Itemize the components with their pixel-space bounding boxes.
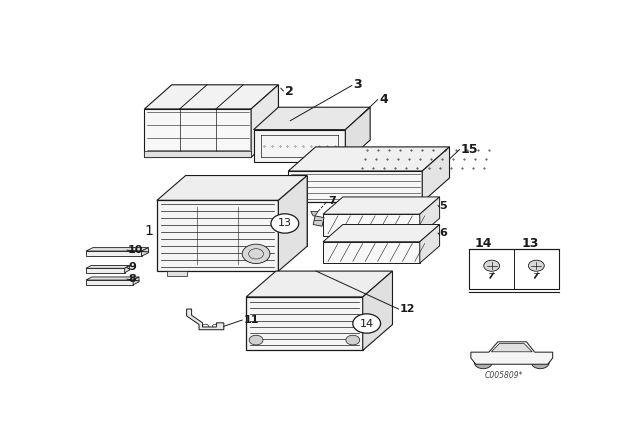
Text: 10: 10 <box>128 245 143 255</box>
Polygon shape <box>187 309 224 330</box>
Polygon shape <box>86 280 133 285</box>
Polygon shape <box>86 268 125 273</box>
Text: 4: 4 <box>379 93 388 106</box>
Circle shape <box>236 143 247 151</box>
Circle shape <box>474 356 492 369</box>
Polygon shape <box>323 224 440 242</box>
Text: C005809*: C005809* <box>484 371 524 380</box>
Polygon shape <box>133 277 139 285</box>
Text: 13: 13 <box>522 237 539 250</box>
Polygon shape <box>313 216 324 226</box>
Text: 6: 6 <box>439 228 447 238</box>
Polygon shape <box>492 344 532 352</box>
Polygon shape <box>288 147 449 171</box>
Circle shape <box>506 346 514 352</box>
Polygon shape <box>145 85 278 109</box>
Polygon shape <box>145 151 251 157</box>
Polygon shape <box>420 224 440 263</box>
Polygon shape <box>125 266 129 273</box>
Polygon shape <box>346 107 370 163</box>
Circle shape <box>242 244 270 263</box>
Polygon shape <box>323 214 420 236</box>
Polygon shape <box>323 197 440 214</box>
Text: 8: 8 <box>128 274 136 284</box>
Polygon shape <box>363 271 392 350</box>
Polygon shape <box>167 271 187 276</box>
Polygon shape <box>246 297 363 350</box>
Polygon shape <box>86 248 148 251</box>
Polygon shape <box>420 197 440 236</box>
Polygon shape <box>86 251 141 256</box>
Text: 14: 14 <box>360 319 374 328</box>
Polygon shape <box>471 342 553 364</box>
Circle shape <box>202 324 209 328</box>
Polygon shape <box>86 277 139 280</box>
Polygon shape <box>253 107 370 129</box>
Text: 12: 12 <box>400 304 415 314</box>
Text: 9: 9 <box>128 263 136 272</box>
Circle shape <box>249 335 263 345</box>
Polygon shape <box>323 242 420 263</box>
Polygon shape <box>141 248 148 256</box>
Polygon shape <box>310 211 318 216</box>
Circle shape <box>271 214 299 233</box>
Text: 7: 7 <box>328 196 336 206</box>
Polygon shape <box>157 200 278 271</box>
Text: 2: 2 <box>285 85 294 98</box>
Circle shape <box>346 335 360 345</box>
Text: 3: 3 <box>353 78 362 91</box>
Circle shape <box>484 260 500 271</box>
Polygon shape <box>422 147 449 202</box>
Text: 13: 13 <box>278 219 292 228</box>
Polygon shape <box>251 85 278 157</box>
Circle shape <box>148 143 161 151</box>
Polygon shape <box>288 171 422 202</box>
Circle shape <box>212 324 218 328</box>
Polygon shape <box>246 271 392 297</box>
Polygon shape <box>278 176 307 271</box>
Circle shape <box>529 260 544 271</box>
Text: 1: 1 <box>145 224 154 238</box>
Text: 5: 5 <box>439 201 447 211</box>
Polygon shape <box>157 176 307 200</box>
Polygon shape <box>469 250 559 289</box>
Circle shape <box>531 356 549 369</box>
Circle shape <box>353 314 381 333</box>
Text: 15: 15 <box>461 143 479 156</box>
Text: 11: 11 <box>244 315 259 325</box>
Polygon shape <box>86 266 129 268</box>
Polygon shape <box>145 109 251 157</box>
Text: 14: 14 <box>474 237 492 250</box>
Polygon shape <box>253 129 346 163</box>
